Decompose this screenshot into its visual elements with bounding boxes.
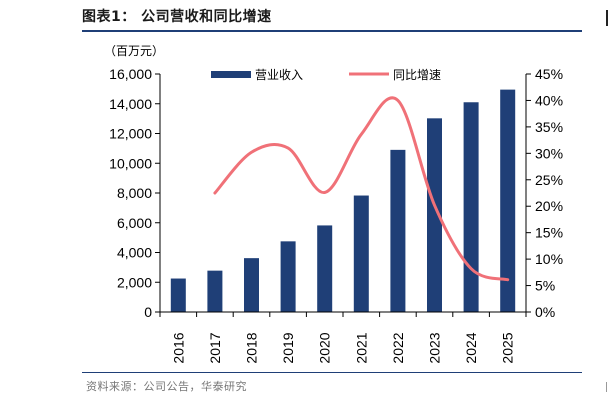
bar-2025 (500, 89, 516, 313)
right-tick-label: 20% (535, 198, 563, 214)
legend-bar-swatch (211, 71, 251, 78)
left-tick-label: 6,000 (117, 215, 152, 231)
x-tick-label: 2024 (463, 332, 479, 363)
right-tick-label: 30% (535, 145, 563, 161)
edge-mark (606, 10, 616, 26)
x-tick-label: 2025 (500, 332, 516, 363)
bar-2024 (463, 102, 479, 312)
tick-labels: 0 2,000 4,000 6,000 8,000 10,000 12,000 14,000 1… (109, 66, 563, 364)
bar-2023 (427, 118, 442, 312)
legend-bar-label: 营业收入 (255, 68, 303, 82)
line-series (213, 96, 510, 282)
figure-title: 图表1： 公司营收和同比增速 (82, 9, 272, 25)
right-tick-label: 25% (535, 172, 563, 188)
x-tick-label: 2020 (317, 332, 333, 363)
right-tick-label: 40% (535, 92, 563, 108)
left-tick-label: 8,000 (117, 185, 152, 201)
top-rule (82, 30, 582, 32)
bottom-rule (82, 372, 582, 373)
x-tick-label: 2016 (170, 332, 186, 363)
right-tick-label: 0% (535, 304, 555, 320)
bar-2016 (170, 278, 186, 312)
legend: 营业收入 同比增速 (211, 68, 441, 82)
bar-2021 (353, 195, 369, 312)
x-tick-label: 2017 (207, 332, 223, 363)
left-tick-label: 4,000 (117, 245, 152, 261)
bar-2022 (390, 149, 406, 312)
right-tick-label: 15% (535, 225, 563, 241)
right-tick-label: 35% (535, 119, 563, 135)
growth-line (213, 96, 510, 282)
bar-2018 (244, 258, 259, 312)
x-tick-label: 2019 (280, 332, 296, 363)
left-tick-label: 2,000 (117, 274, 152, 290)
left-tick-label: 10,000 (109, 155, 152, 171)
axes (155, 73, 531, 317)
bar-2019 (280, 241, 296, 312)
edge-mark (606, 382, 616, 392)
right-tick-label: 10% (535, 251, 563, 267)
legend-line-label: 同比增速 (393, 68, 441, 82)
bar-2017 (207, 270, 223, 312)
x-tick-label: 2018 (244, 332, 260, 363)
left-tick-label: 12,000 (109, 126, 152, 142)
right-tick-label: 45% (535, 66, 563, 82)
x-tick-label: 2023 (427, 332, 443, 363)
left-tick-label: 16,000 (109, 66, 152, 82)
x-tick-label: 2022 (390, 332, 406, 363)
left-tick-label: 14,000 (109, 96, 152, 112)
bar-series (170, 89, 516, 313)
y-unit-label: （百万元） (104, 44, 164, 58)
x-tick-label: 2021 (353, 332, 369, 363)
source-note: 资料来源：公司公告，华泰研究 (86, 380, 247, 393)
bar-2020 (317, 225, 333, 312)
left-tick-label: 0 (144, 304, 152, 320)
right-tick-label: 5% (535, 278, 555, 294)
